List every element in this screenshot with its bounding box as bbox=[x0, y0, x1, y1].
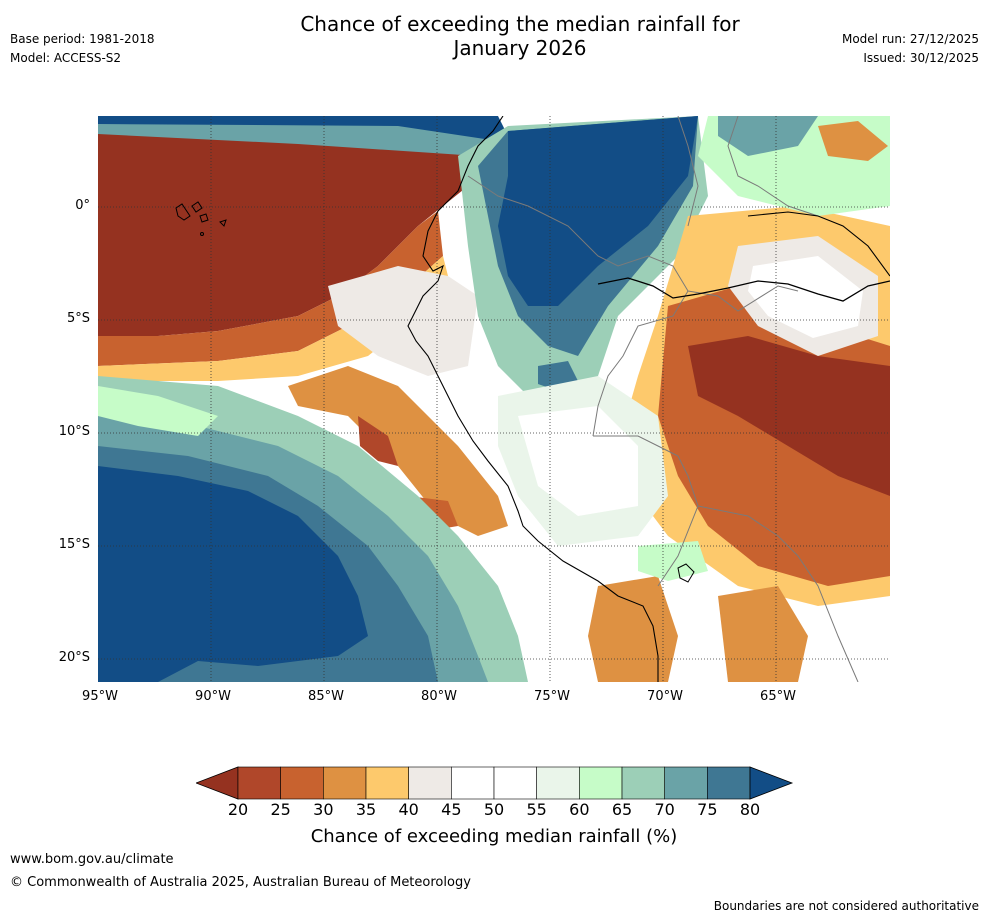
lon-label-85w: 85°W bbox=[308, 689, 344, 704]
colorbar-tick-label: 35 bbox=[355, 800, 377, 819]
lat-label-20s: 20°S bbox=[58, 650, 90, 665]
region-coastal-red bbox=[358, 416, 398, 466]
region-neutral-coast bbox=[328, 266, 478, 376]
region-dry-west bbox=[98, 134, 478, 336]
colorbar-cell bbox=[280, 766, 324, 800]
colorbar-over-arrow bbox=[749, 766, 794, 800]
colorbar bbox=[196, 766, 794, 800]
model-run-text: Model run: 27/12/2025 bbox=[841, 32, 979, 46]
colorbar-tick-label: 60 bbox=[569, 800, 590, 819]
colorbar-tick-label: 50 bbox=[483, 800, 505, 819]
colorbar-cell bbox=[707, 766, 751, 800]
colorbar-cell bbox=[365, 766, 409, 800]
lon-label-75w: 75°W bbox=[534, 689, 570, 704]
lake-titicaca bbox=[677, 563, 695, 583]
colorbar-tick-label: 30 bbox=[313, 800, 334, 819]
issued-text: Issued: 30/12/2025 bbox=[863, 51, 979, 65]
colorbar-tick-label: 20 bbox=[227, 800, 249, 819]
rainfall-map bbox=[98, 116, 890, 682]
colorbar-cell bbox=[408, 766, 452, 800]
colorbar-tick-label: 65 bbox=[611, 800, 633, 819]
title-line-1: Chance of exceeding the median rainfall … bbox=[300, 12, 740, 36]
colorbar-cell bbox=[621, 766, 665, 800]
region-north-band bbox=[98, 124, 498, 156]
region-wet-sw-deep bbox=[98, 466, 368, 682]
colorbar-cell bbox=[237, 766, 281, 800]
colorbar-tick-label: 40 bbox=[398, 800, 419, 819]
region-coastal-orange bbox=[288, 366, 508, 536]
coastline bbox=[407, 116, 659, 682]
base-period-text: Base period: 1981-2018 bbox=[10, 32, 155, 46]
colorbar-tick-label: 45 bbox=[441, 800, 462, 819]
colorbar-cell bbox=[451, 766, 495, 800]
region-east-white-core bbox=[748, 256, 863, 338]
title-line-2: January 2026 bbox=[453, 36, 587, 60]
graticule bbox=[98, 116, 890, 682]
lat-label-10s: 10°S bbox=[58, 424, 90, 439]
lat-label-0: 0° bbox=[75, 198, 90, 213]
colorbar-tick-label: 75 bbox=[697, 800, 718, 819]
region-35-band-west bbox=[98, 256, 448, 381]
galapagos-islands bbox=[175, 201, 227, 236]
lon-label-65w: 65°W bbox=[760, 689, 796, 704]
colorbar-tick-label: 80 bbox=[739, 800, 761, 819]
colorbar-tick-label: 55 bbox=[526, 800, 547, 819]
colorbar-tick-label: 25 bbox=[270, 800, 291, 819]
region-south-green-patch bbox=[638, 541, 708, 581]
map-title: Chance of exceeding the median rainfall … bbox=[0, 12, 988, 60]
region-blue-topright bbox=[718, 116, 818, 156]
model-text: Model: ACCESS-S2 bbox=[10, 51, 122, 65]
lat-label-5s: 5°S bbox=[66, 311, 90, 326]
amazon-river bbox=[597, 277, 890, 302]
disclaimer-text: Boundaries are not considered authoritat… bbox=[713, 899, 979, 913]
lon-label-95w: 95°W bbox=[82, 689, 118, 704]
colorbar-cell bbox=[323, 766, 367, 800]
country-borders bbox=[467, 116, 859, 682]
lon-label-90w: 90°W bbox=[195, 689, 231, 704]
rio-negro bbox=[747, 211, 890, 277]
colorbar-cell bbox=[664, 766, 708, 800]
colorbar-tick-label: 70 bbox=[654, 800, 675, 819]
region-south-andes-orange bbox=[588, 576, 678, 682]
lon-label-70w: 70°W bbox=[647, 689, 683, 704]
region-orange-topright bbox=[818, 121, 888, 161]
colorbar-cell bbox=[536, 766, 580, 800]
lon-label-80w: 80°W bbox=[421, 689, 457, 704]
lat-label-15s: 15°S bbox=[58, 537, 90, 552]
region-green-fringe-west bbox=[98, 386, 218, 436]
colorbar-cell bbox=[579, 766, 623, 800]
region-south-andes-orange-2 bbox=[718, 586, 808, 682]
colorbar-under-arrow bbox=[196, 766, 239, 800]
region-andes-white bbox=[518, 406, 638, 516]
colorbar-label: Chance of exceeding median rainfall (%) bbox=[310, 826, 678, 847]
website-text: www.bom.gov.au/climate bbox=[10, 852, 174, 867]
region-amazon-wet-core bbox=[498, 116, 698, 306]
region-dry-east-core bbox=[688, 336, 890, 496]
colorbar-cell bbox=[493, 766, 537, 800]
copyright-text: © Commonwealth of Australia 2025, Austra… bbox=[10, 875, 471, 890]
